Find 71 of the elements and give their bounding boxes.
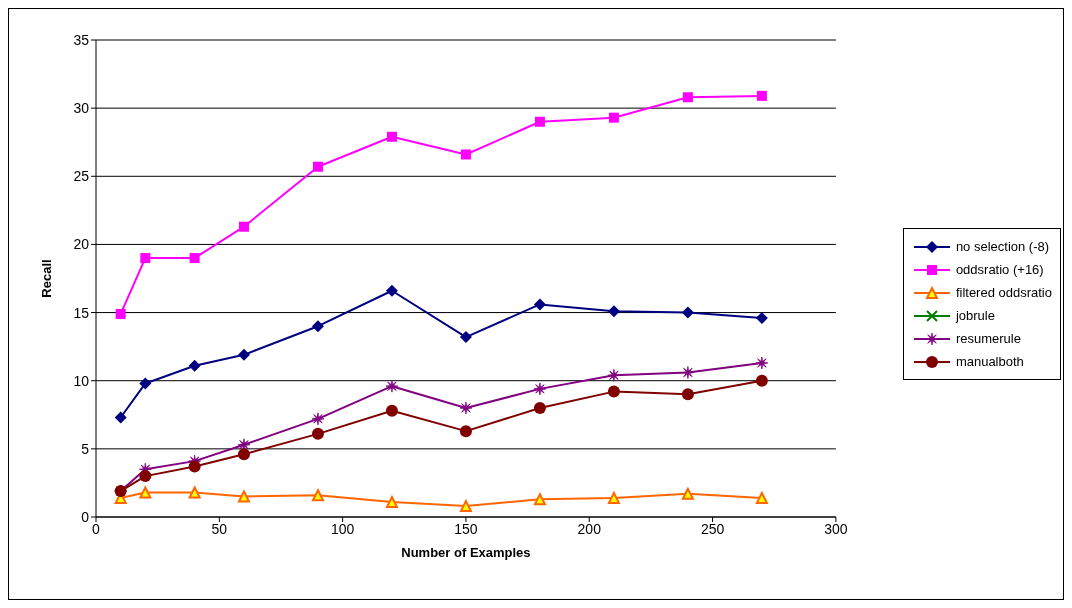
x-tick-label: 50 (211, 520, 228, 537)
point (681, 388, 694, 401)
point (534, 116, 545, 127)
point (755, 312, 768, 325)
point (681, 306, 694, 319)
x-tick-label: 200 (577, 520, 602, 537)
legend-label: jobrule (955, 308, 995, 323)
point (238, 221, 249, 232)
point (755, 491, 768, 504)
point (755, 356, 769, 370)
x-tick-label: 250 (700, 520, 725, 537)
y-tick-label: 30 (73, 100, 90, 117)
point (140, 253, 151, 264)
point (755, 374, 768, 387)
point (139, 470, 152, 483)
y-tick-label: 15 (73, 304, 90, 321)
legend-label: resumerule (955, 331, 1021, 346)
point (385, 284, 398, 297)
y-axis-title: Recall (38, 259, 54, 298)
point (311, 320, 324, 333)
point (114, 411, 127, 424)
point (237, 438, 251, 452)
point (459, 425, 472, 438)
point (607, 385, 620, 398)
point (188, 486, 201, 499)
legend-label: oddsratio (+16) (955, 262, 1044, 277)
point (533, 401, 546, 414)
point (188, 460, 201, 473)
point (607, 491, 620, 504)
point (608, 112, 619, 123)
point (533, 298, 546, 311)
legend-label: filtered oddsratio (955, 285, 1052, 300)
point (386, 131, 397, 142)
x-tick-label: 300 (824, 520, 848, 537)
y-tick-label: 35 (73, 31, 90, 48)
point (188, 359, 201, 372)
x-tick-label: 0 (92, 520, 101, 537)
point (311, 412, 325, 426)
x-tick-label: 150 (454, 520, 478, 537)
point (460, 149, 471, 160)
point (385, 404, 398, 417)
y-tick-label: 20 (73, 236, 90, 253)
point (681, 487, 694, 500)
x-axis-title: Number of Examples (401, 545, 531, 560)
point (139, 486, 152, 499)
point (681, 366, 695, 379)
legend-label: no selection (-8) (955, 239, 1050, 254)
point (607, 305, 620, 318)
point (237, 490, 250, 503)
point (237, 448, 250, 461)
point (237, 348, 250, 361)
point (115, 308, 126, 319)
y-tick-label: 5 (81, 440, 90, 457)
legend-label: manualboth (955, 354, 1024, 369)
y-tick-label: 0 (81, 508, 90, 525)
point (459, 331, 472, 344)
point (756, 90, 767, 101)
x-tick-label: 100 (330, 520, 355, 537)
point (459, 401, 473, 415)
point (311, 489, 324, 502)
point (385, 379, 399, 393)
y-tick-label: 10 (73, 372, 90, 389)
y-tick-label: 25 (73, 168, 90, 185)
point (312, 161, 323, 172)
point (189, 253, 200, 264)
point (682, 92, 693, 103)
point (311, 427, 324, 440)
point (139, 377, 152, 390)
point (607, 368, 621, 382)
point (533, 493, 546, 506)
point (533, 382, 547, 396)
